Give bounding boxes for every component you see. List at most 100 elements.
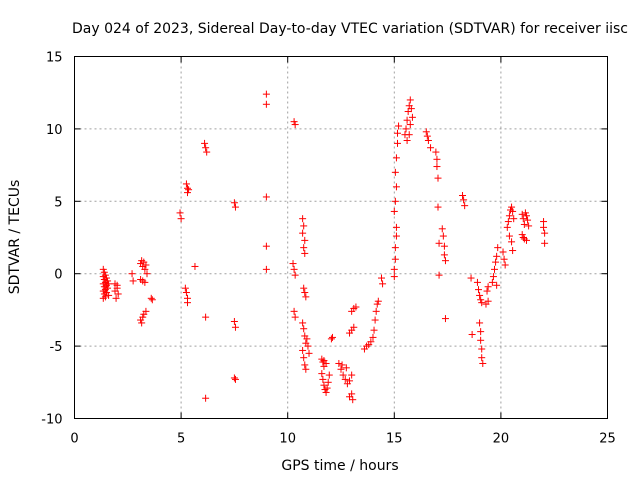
data-point [104,284,112,292]
data-point [484,283,492,291]
data-point [183,299,191,307]
data-point [519,215,527,223]
data-point [392,232,400,240]
data-point [500,255,508,263]
data-point [518,231,526,239]
data-point [339,371,347,379]
data-point [230,374,238,382]
data-point [509,207,517,215]
data-point [177,215,185,223]
data-point [508,238,516,246]
data-point [176,209,184,217]
data-point [290,118,298,126]
data-point [440,251,448,259]
data-point [406,121,414,129]
data-point [478,345,486,353]
data-point [392,183,400,191]
data-point [291,121,299,129]
data-point [403,136,411,144]
data-point [493,281,501,289]
data-point [318,370,326,378]
data-point [338,361,346,369]
data-point [478,299,486,307]
data-point [299,215,307,223]
x-axis-label: GPS time / hours [281,458,398,474]
data-point [504,218,512,226]
data-point [460,196,468,204]
data-point [262,242,270,250]
data-point [346,377,354,385]
data-point [141,265,149,273]
data-point [402,125,410,133]
data-point [262,100,270,108]
data-point [305,349,313,357]
data-point [231,323,239,331]
data-point [99,265,107,273]
data-point [489,273,497,281]
data-point [477,336,485,344]
data-point [201,139,209,147]
data-point [433,163,441,171]
data-point [148,296,156,304]
data-point [379,280,387,288]
data-point [459,192,467,200]
data-point [113,281,121,289]
data-point [483,287,491,295]
data-point [202,144,210,152]
data-point [439,232,447,240]
data-point [505,212,513,220]
data-point [491,265,499,273]
data-point [493,252,501,260]
data-point [403,116,411,124]
data-point [143,270,151,278]
y-tick-label: 0 [54,268,62,283]
data-point [508,203,516,211]
data-point [391,197,399,205]
data-point [499,248,507,256]
data-point [525,222,533,230]
data-point [323,384,331,392]
data-point [230,317,238,325]
data-point [391,244,399,252]
data-point [348,390,356,398]
data-point [303,335,311,343]
data-point [300,222,308,230]
data-point [102,274,110,282]
data-point [319,375,327,383]
data-point [479,359,487,367]
y-tick-label: 5 [54,195,62,210]
data-point [191,262,199,270]
data-point [477,296,485,304]
data-point [404,108,412,116]
data-point [467,274,475,282]
data-point [341,375,349,383]
data-point [369,333,377,341]
data-point [112,294,120,302]
data-point [494,244,502,252]
data-point [520,220,528,228]
data-point [435,271,443,279]
data-point [142,261,150,269]
data-point [522,236,530,244]
data-point [147,294,155,302]
data-point [262,90,270,98]
data-point [393,129,401,137]
data-point [203,148,211,156]
data-point [301,236,309,244]
data-point [374,297,382,305]
data-point [519,234,527,241]
data-point [262,265,270,273]
data-point [291,271,299,279]
data-point [393,139,401,147]
data-point [350,323,358,331]
x-tick-label: 5 [177,432,185,447]
data-point [438,225,446,233]
data-point [468,331,476,339]
data-point [322,388,330,396]
data-point [492,258,500,266]
data-point [441,315,449,323]
data-point [337,365,345,373]
data-point [128,270,136,278]
data-point [290,307,298,315]
